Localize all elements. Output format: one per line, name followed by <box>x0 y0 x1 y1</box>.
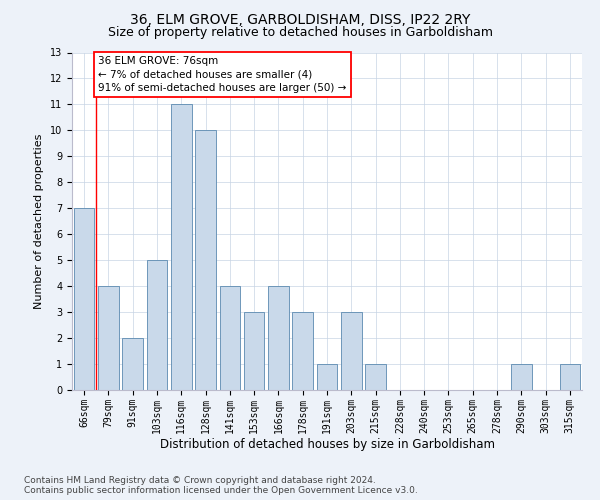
Bar <box>341 312 362 390</box>
Y-axis label: Number of detached properties: Number of detached properties <box>34 134 44 309</box>
Bar <box>317 364 337 390</box>
Bar <box>244 312 265 390</box>
Bar <box>171 104 191 390</box>
Bar <box>511 364 532 390</box>
Bar <box>98 286 119 390</box>
Bar <box>365 364 386 390</box>
Text: Contains HM Land Registry data © Crown copyright and database right 2024.
Contai: Contains HM Land Registry data © Crown c… <box>24 476 418 495</box>
Text: 36 ELM GROVE: 76sqm
← 7% of detached houses are smaller (4)
91% of semi-detached: 36 ELM GROVE: 76sqm ← 7% of detached hou… <box>98 56 346 93</box>
Bar <box>220 286 240 390</box>
Bar <box>292 312 313 390</box>
Bar <box>122 338 143 390</box>
Bar <box>74 208 94 390</box>
Bar <box>268 286 289 390</box>
Bar <box>146 260 167 390</box>
Text: Size of property relative to detached houses in Garboldisham: Size of property relative to detached ho… <box>107 26 493 39</box>
Bar <box>195 130 216 390</box>
Text: 36, ELM GROVE, GARBOLDISHAM, DISS, IP22 2RY: 36, ELM GROVE, GARBOLDISHAM, DISS, IP22 … <box>130 12 470 26</box>
X-axis label: Distribution of detached houses by size in Garboldisham: Distribution of detached houses by size … <box>160 438 494 452</box>
Bar <box>560 364 580 390</box>
